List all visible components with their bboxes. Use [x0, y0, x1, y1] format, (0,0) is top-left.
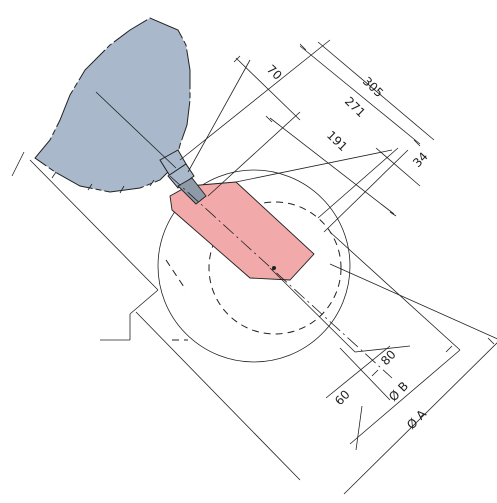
dim-191: 191: [324, 128, 350, 154]
outer-diameter-circle: [157, 169, 351, 363]
dim-70: 70: [264, 62, 285, 83]
upper-dimension-lines: [179, 39, 435, 233]
lower-dimension-lines: [325, 231, 497, 495]
tool-center-point: [272, 266, 276, 270]
robot-wrist-body: [34, 17, 195, 194]
robot-body-shape: [34, 17, 191, 193]
left-leader-line: [11, 151, 301, 481]
dim-34: 34: [410, 149, 431, 170]
inner-diameter-circle: [208, 201, 342, 335]
dim-diameter-b: Ø B: [386, 379, 411, 404]
tool-connector: [177, 177, 207, 205]
dim-diameter-a: Ø A: [404, 406, 430, 432]
dim-80: 80: [378, 347, 399, 368]
robot-adapter: [167, 163, 195, 189]
tool-body: [169, 177, 315, 281]
